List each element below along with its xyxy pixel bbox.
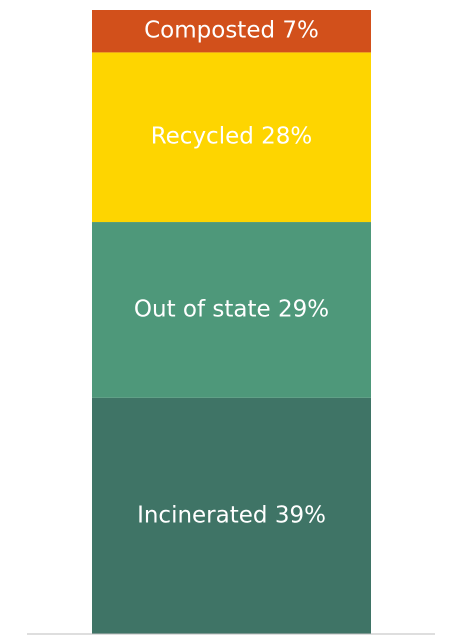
segment-label-composted: Composted 7%: [144, 18, 319, 44]
bar-segment-recycled: [92, 52, 371, 223]
segment-label-incinerated: Incinerated 39%: [137, 502, 326, 528]
bar-segment-incinerated: [92, 397, 371, 634]
bar-segments: [92, 10, 371, 634]
segment-labels: Incinerated 39% Out of state 29% Recycled …: [134, 18, 329, 529]
segment-label-out-of-state: Out of state 29%: [134, 296, 329, 322]
bar-segment-composted: [92, 10, 371, 53]
segment-label-recycled: Recycled 28%: [151, 124, 313, 150]
bar-segment-out-of-state: [92, 222, 371, 398]
